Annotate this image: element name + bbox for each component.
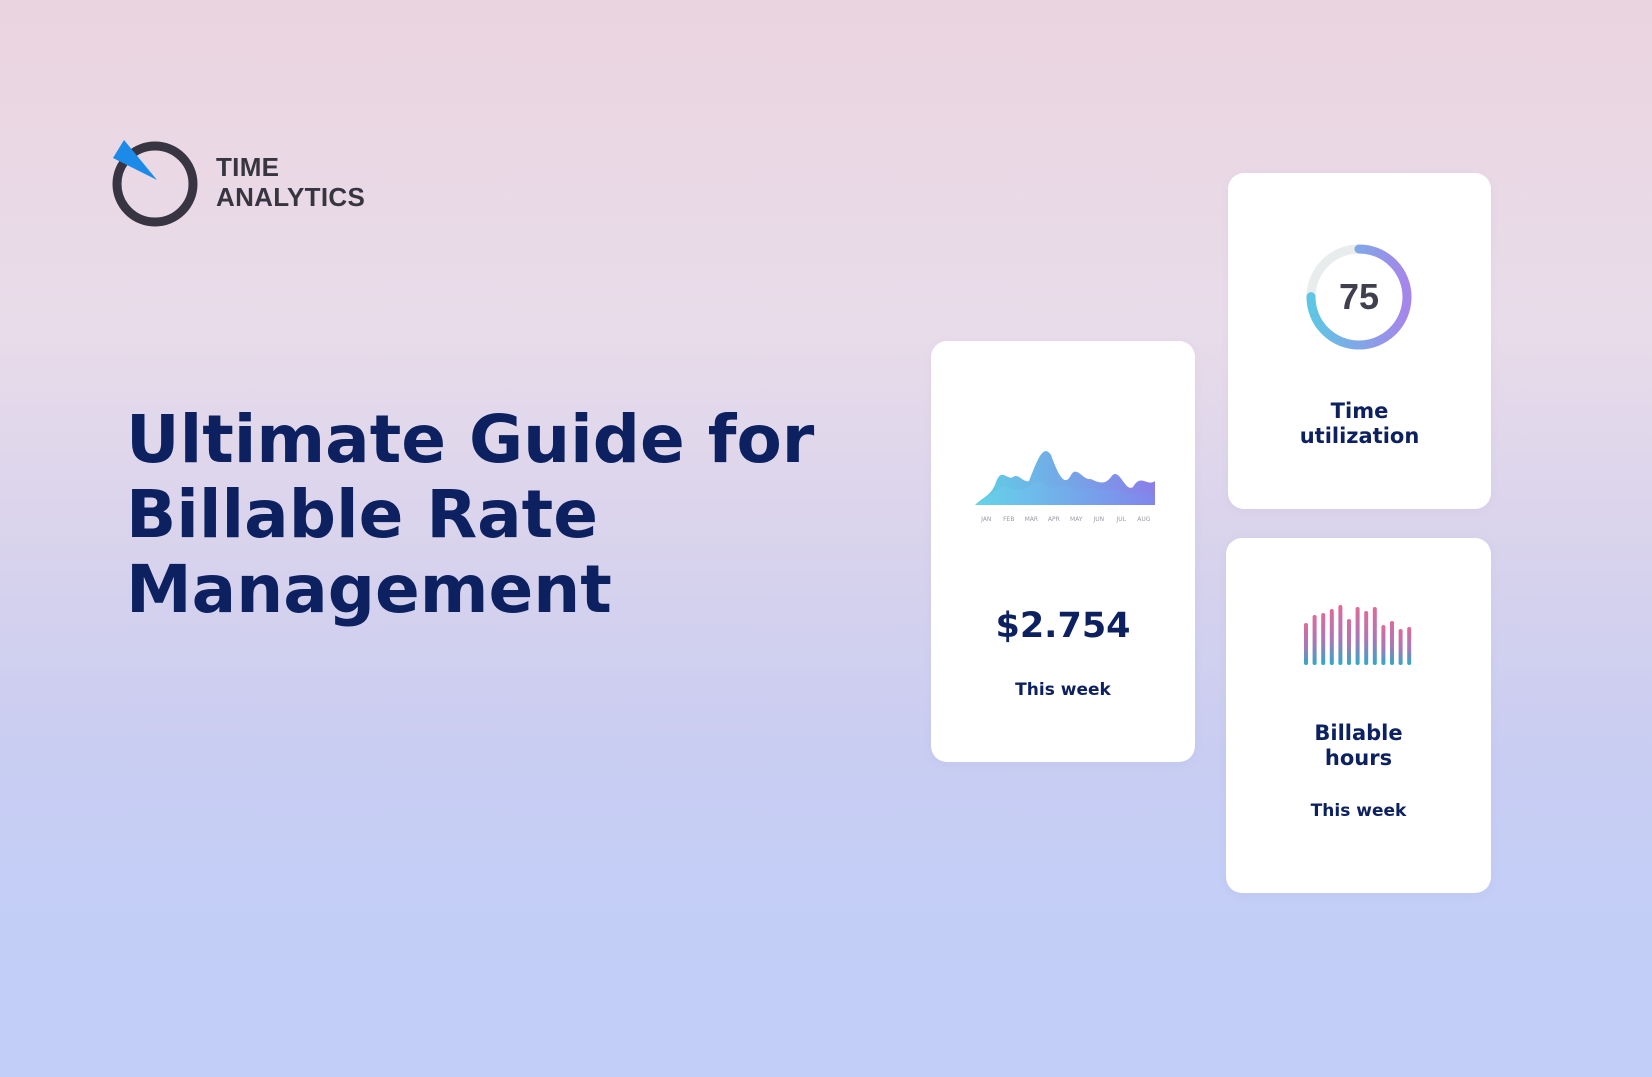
month-label: MAR [1025, 516, 1038, 523]
hours-bar [1321, 613, 1326, 665]
hours-bar [1347, 619, 1351, 665]
month-label: MAY [1070, 516, 1083, 523]
month-label: AUG [1137, 516, 1150, 523]
month-label: JUN [1092, 516, 1104, 523]
donut-progress-arc [1306, 244, 1412, 350]
earnings-amount: $2.754 [995, 606, 1131, 646]
hours-bar [1372, 607, 1377, 665]
brand-name: TIME ANALYTICS [216, 152, 365, 212]
brand-name-line2: ANALYTICS [216, 182, 366, 212]
page-title-line2: Billable Rate [126, 476, 598, 553]
page-title-line1: Ultimate Guide for [126, 401, 815, 478]
month-label: JAN [980, 516, 991, 523]
billable-hours-label-line1: Billable [1314, 721, 1403, 745]
earnings-card: JAN FEB MAR APR MAY JUN JUL AUG $2.754 This wee… [931, 341, 1195, 762]
billable-hours-period: This week [1310, 801, 1407, 821]
billable-hours-label: Billable hours [1226, 721, 1491, 771]
hours-bar [1398, 629, 1403, 665]
month-label: JUL [1116, 516, 1127, 523]
hours-bar [1355, 607, 1360, 665]
hours-bar [1312, 615, 1317, 665]
page-title-line3: Management [126, 551, 612, 628]
hours-bar [1364, 611, 1369, 665]
utilization-label-line1: Time [1330, 399, 1389, 423]
utilization-donut-chart: 75 [1306, 244, 1412, 350]
brand-name-line1: TIME [216, 152, 280, 182]
chart-month-labels: JAN FEB MAR APR MAY JUN JUL AUG [980, 516, 1151, 523]
billable-hours-card: Billable hours This week [1226, 538, 1491, 893]
utilization-label: Time utilization [1228, 399, 1491, 449]
page-title: Ultimate Guide for Billable Rate Managem… [126, 402, 814, 627]
billable-hours-bar-chart [1304, 605, 1412, 665]
month-label: FEB [1003, 516, 1014, 523]
utilization-value: 75 [1339, 276, 1379, 317]
utilization-label-line2: utilization [1299, 424, 1420, 448]
hours-bar [1329, 609, 1334, 665]
brand-logo: TIME ANALYTICS [110, 136, 365, 228]
earnings-period: This week [1015, 680, 1111, 700]
hours-bar [1304, 623, 1308, 665]
month-label: APR [1048, 516, 1060, 523]
hours-bar [1390, 621, 1394, 665]
hours-bar [1338, 605, 1343, 665]
utilization-card: 75 Time utilization [1228, 173, 1491, 509]
stopwatch-icon [112, 140, 198, 227]
hours-bar [1381, 625, 1386, 665]
hours-bar [1407, 627, 1412, 665]
earnings-area-chart: JAN FEB MAR APR MAY JUN JUL AUG [975, 451, 1155, 523]
billable-hours-label-line2: hours [1324, 746, 1393, 770]
area-series-front [975, 481, 1155, 505]
